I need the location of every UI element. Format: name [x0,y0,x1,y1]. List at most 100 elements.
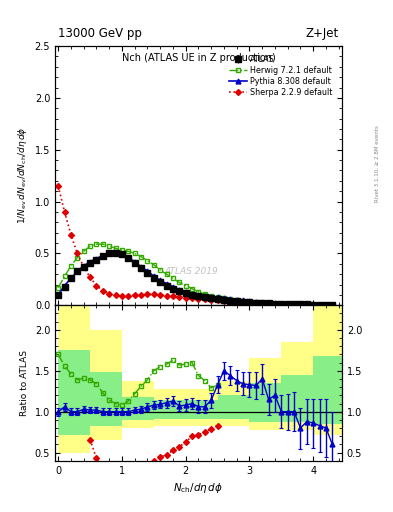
Herwig 7.2.1 default [88,243,92,249]
Pythia 8.308 default [260,300,264,306]
Pythia 8.308 default [139,264,143,270]
Pythia 8.308 default [88,259,92,265]
Pythia 8.308 default [330,302,335,308]
Sherpa 2.2.9 default [88,274,92,281]
Pythia 8.308 default [311,302,316,308]
Pythia 8.308 default [171,284,175,290]
Herwig 7.2.1 default [75,254,80,261]
Sherpa 2.2.9 default [69,232,73,238]
Pythia 8.308 default [190,291,195,297]
Herwig 7.2.1 default [151,262,156,268]
Herwig 7.2.1 default [298,302,303,308]
Herwig 7.2.1 default [81,248,86,254]
Pythia 8.308 default [209,294,213,300]
Line: Herwig 7.2.1 default: Herwig 7.2.1 default [56,242,335,307]
Sherpa 2.2.9 default [260,301,264,307]
Herwig 7.2.1 default [247,298,252,305]
Pythia 8.308 default [305,302,309,308]
Pythia 8.308 default [273,301,277,307]
Text: ATLAS 2019: ATLAS 2019 [164,267,218,276]
Herwig 7.2.1 default [101,241,105,247]
Herwig 7.2.1 default [311,302,316,308]
Pythia 8.308 default [298,302,303,308]
Herwig 7.2.1 default [113,245,118,251]
Sherpa 2.2.9 default [209,296,213,303]
Sherpa 2.2.9 default [292,302,296,308]
Herwig 7.2.1 default [305,302,309,308]
Pythia 8.308 default [164,281,169,287]
Sherpa 2.2.9 default [75,250,80,257]
Herwig 7.2.1 default [292,302,296,308]
Pythia 8.308 default [126,254,131,261]
Sherpa 2.2.9 default [81,264,86,270]
Sherpa 2.2.9 default [202,296,207,302]
Sherpa 2.2.9 default [234,298,239,305]
Pythia 8.308 default [184,289,188,295]
Sherpa 2.2.9 default [253,300,258,306]
Herwig 7.2.1 default [171,275,175,282]
Herwig 7.2.1 default [94,241,99,247]
Herwig 7.2.1 default [317,302,322,308]
Sherpa 2.2.9 default [190,295,195,301]
Pythia 8.308 default [132,259,137,265]
Pythia 8.308 default [285,301,290,307]
Pythia 8.308 default [196,292,201,298]
Pythia 8.308 default [202,293,207,300]
Sherpa 2.2.9 default [145,291,150,297]
Pythia 8.308 default [75,268,80,274]
Text: Nch (ATLAS UE in Z production): Nch (ATLAS UE in Z production) [121,53,275,62]
Pythia 8.308 default [215,294,220,300]
Pythia 8.308 default [279,301,284,307]
Herwig 7.2.1 default [164,271,169,278]
Herwig 7.2.1 default [177,280,182,286]
Sherpa 2.2.9 default [323,302,328,308]
Herwig 7.2.1 default [285,301,290,307]
Sherpa 2.2.9 default [94,283,99,289]
Herwig 7.2.1 default [139,253,143,260]
Pythia 8.308 default [119,251,124,258]
Pythia 8.308 default [151,273,156,280]
Sherpa 2.2.9 default [177,294,182,300]
Herwig 7.2.1 default [228,296,233,302]
Sherpa 2.2.9 default [266,301,271,307]
Sherpa 2.2.9 default [56,183,61,189]
Herwig 7.2.1 default [266,300,271,306]
Pythia 8.308 default [253,299,258,305]
Herwig 7.2.1 default [132,250,137,257]
Sherpa 2.2.9 default [132,292,137,298]
Sherpa 2.2.9 default [184,294,188,301]
Sherpa 2.2.9 default [330,302,335,308]
Sherpa 2.2.9 default [279,301,284,307]
Pythia 8.308 default [234,296,239,303]
Sherpa 2.2.9 default [228,298,233,304]
Pythia 8.308 default [107,250,112,257]
Herwig 7.2.1 default [158,267,163,273]
Sherpa 2.2.9 default [305,302,309,308]
Pythia 8.308 default [113,250,118,257]
Herwig 7.2.1 default [126,248,131,254]
Herwig 7.2.1 default [215,294,220,300]
Sherpa 2.2.9 default [151,291,156,297]
Herwig 7.2.1 default [62,273,67,280]
Pythia 8.308 default [292,301,296,307]
Sherpa 2.2.9 default [222,297,226,304]
Sherpa 2.2.9 default [285,302,290,308]
Herwig 7.2.1 default [273,301,277,307]
Pythia 8.308 default [62,283,67,289]
Herwig 7.2.1 default [330,302,335,308]
Herwig 7.2.1 default [241,298,246,304]
Pythia 8.308 default [323,302,328,308]
Herwig 7.2.1 default [260,300,264,306]
Pythia 8.308 default [317,302,322,308]
Herwig 7.2.1 default [202,291,207,297]
Text: Z+Jet: Z+Jet [306,27,339,39]
Pythia 8.308 default [177,287,182,293]
Sherpa 2.2.9 default [107,291,112,297]
Pythia 8.308 default [145,268,150,274]
Sherpa 2.2.9 default [126,293,131,299]
Herwig 7.2.1 default [119,247,124,253]
Pythia 8.308 default [241,297,246,304]
Herwig 7.2.1 default [209,293,213,299]
Sherpa 2.2.9 default [101,288,105,294]
Sherpa 2.2.9 default [196,295,201,302]
